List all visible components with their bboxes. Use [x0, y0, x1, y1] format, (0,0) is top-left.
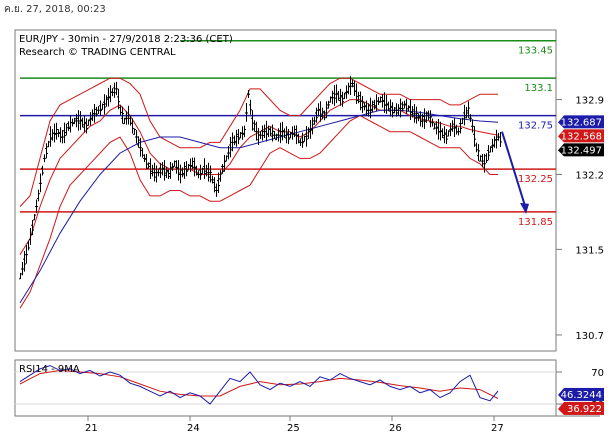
rsi-tag-box-0	[564, 387, 604, 401]
price-tag-pointer-0	[558, 115, 564, 129]
x-tick-label-2: 25	[287, 423, 300, 434]
timestamp: ค.ย. 27, 2018, 00:23	[4, 4, 106, 15]
price-tags: 132.687 132.568 132.497	[558, 115, 604, 157]
level-label-1: 133.1	[524, 83, 553, 94]
upper-band-line	[19, 77, 498, 207]
y-tick-label-3: 130.7	[575, 331, 604, 342]
level-label-2: 132.75	[518, 121, 553, 132]
price-tag-box-1	[564, 129, 604, 143]
rsi-tag-box-1	[564, 401, 604, 415]
levels-layer: 133.45 133.1 132.75 132.25 131.85	[20, 39, 556, 228]
price-tag-label-1: 132.568	[561, 131, 602, 142]
x-tick-label-3: 26	[389, 423, 402, 434]
symbol-line: EUR/JPY - 30min - 27/9/2018 2:23:36 (CET…	[19, 34, 233, 45]
rsi-tag-pointer-0	[558, 387, 564, 401]
x-tick-label-1: 24	[187, 423, 200, 434]
price-tag-box-0	[564, 115, 604, 129]
price-tag-label-2: 132.497	[561, 145, 602, 156]
y-axis: 132.9 132.2 131.5 130.7	[556, 96, 604, 342]
x-axis: 21 24 25 26 27	[85, 416, 504, 434]
rsi-panel-frame	[14, 359, 557, 417]
level-label-0: 133.45	[518, 46, 553, 57]
price-tag-box-2	[564, 143, 604, 157]
forecast-arrow-line	[501, 131, 526, 207]
rsi-tick-label-0: 70	[591, 368, 604, 379]
rsi-title: RSI14 - 9MA	[19, 364, 80, 375]
rsi-tag-label-1: 36.922	[567, 404, 602, 415]
overlay-layer	[501, 131, 529, 214]
rsi-tag-pointer-1	[558, 401, 564, 415]
price-tag-label-0: 132.687	[561, 117, 602, 128]
price-panel-frame	[14, 29, 557, 352]
rsi-tag-label-0: 46.3244	[561, 390, 602, 401]
price-tag-pointer-1	[558, 129, 564, 143]
forecast-arrow-head	[520, 202, 529, 214]
level-label-4: 131.85	[518, 217, 553, 228]
y-tick-label-1: 132.2	[575, 170, 604, 181]
source-line: Research © TRADING CENTRAL	[19, 47, 176, 58]
rsi-line	[19, 365, 499, 405]
x-tick-label-4: 27	[491, 423, 504, 434]
level-label-3: 132.25	[518, 174, 553, 185]
lower-band-line	[19, 115, 498, 309]
price-tag-pointer-2	[558, 143, 564, 157]
rsi-ma-line	[19, 369, 499, 399]
price-series	[19, 76, 502, 280]
y-tick-label-2: 131.5	[575, 245, 604, 256]
y-tick-label-0: 132.9	[575, 96, 604, 107]
x-tick-label-0: 21	[85, 423, 98, 434]
